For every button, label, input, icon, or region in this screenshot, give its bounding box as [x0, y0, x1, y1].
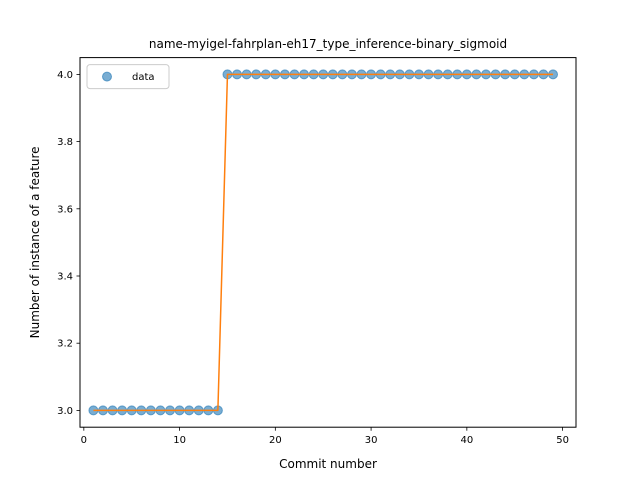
x-tick-label: 50: [556, 435, 569, 446]
chart-title: name-myigel-fahrplan-eh17_type_inference…: [149, 37, 507, 51]
x-tick-label: 0: [81, 435, 87, 446]
x-tick-label: 40: [460, 435, 473, 446]
y-tick-label: 3.6: [57, 204, 73, 215]
y-axis: 3.0 3.2 3.4 3.6 3.8 4.0: [57, 70, 80, 417]
y-tick-label: 3.4: [57, 272, 73, 283]
y-tick-label: 3.2: [57, 339, 73, 350]
x-axis: 0 10 20 30 40 50: [81, 427, 569, 446]
legend-box: [86, 64, 170, 90]
legend-label-data: data: [132, 72, 155, 83]
x-axis-label: Commit number: [279, 457, 377, 471]
y-tick-label: 4.0: [57, 70, 73, 81]
plot-area: [88, 69, 559, 416]
fit-line: [93, 73, 554, 412]
y-tick-label: 3.0: [57, 406, 73, 417]
axes-frame: [79, 57, 577, 428]
x-tick-label: 10: [173, 435, 186, 446]
legend: data: [86, 64, 170, 90]
x-tick-label: 30: [365, 435, 378, 446]
y-tick-label: 3.8: [57, 137, 73, 148]
x-tick-label: 20: [269, 435, 282, 446]
legend-marker: [102, 71, 112, 82]
y-axis-label: Number of instance of a feature: [28, 146, 42, 338]
